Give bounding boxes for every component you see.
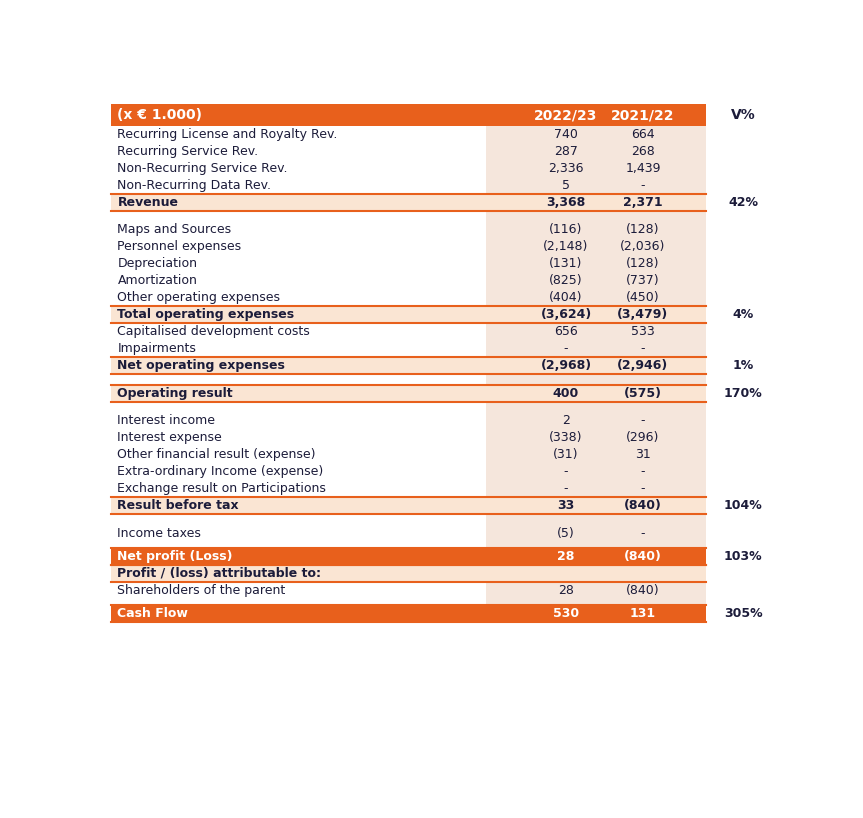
Text: 664: 664 bbox=[631, 128, 655, 141]
Text: 5: 5 bbox=[562, 178, 570, 191]
Text: -: - bbox=[564, 465, 568, 478]
Text: Other financial result (expense): Other financial result (expense) bbox=[117, 448, 316, 461]
Text: 268: 268 bbox=[631, 145, 655, 158]
Text: 103%: 103% bbox=[724, 550, 763, 563]
Text: (5): (5) bbox=[557, 527, 575, 540]
Text: 740: 740 bbox=[554, 128, 578, 141]
Text: Capitalised development costs: Capitalised development costs bbox=[117, 325, 310, 338]
Text: Interest income: Interest income bbox=[117, 414, 216, 427]
Text: (31): (31) bbox=[553, 448, 579, 461]
Text: -: - bbox=[640, 178, 646, 191]
Text: (840): (840) bbox=[627, 584, 659, 596]
Bar bbox=[111, 357, 707, 374]
Text: -: - bbox=[640, 482, 646, 495]
Text: Profit / (loss) attributable to:: Profit / (loss) attributable to: bbox=[117, 567, 321, 580]
Text: 1,439: 1,439 bbox=[625, 162, 661, 175]
Text: (450): (450) bbox=[627, 291, 659, 304]
Text: Cash Flow: Cash Flow bbox=[117, 607, 188, 620]
Text: Net operating expenses: Net operating expenses bbox=[117, 359, 286, 372]
Text: 28: 28 bbox=[557, 550, 575, 563]
Text: Operating result: Operating result bbox=[117, 387, 233, 399]
Text: 104%: 104% bbox=[724, 499, 763, 512]
Text: 4%: 4% bbox=[733, 308, 754, 321]
Text: 31: 31 bbox=[635, 448, 651, 461]
Text: 131: 131 bbox=[630, 607, 656, 620]
Text: -: - bbox=[564, 342, 568, 355]
Text: (296): (296) bbox=[627, 431, 659, 444]
Text: (131): (131) bbox=[550, 257, 583, 270]
Bar bbox=[486, 126, 707, 622]
Text: (338): (338) bbox=[549, 431, 583, 444]
Text: Other operating expenses: Other operating expenses bbox=[117, 291, 280, 304]
Text: (128): (128) bbox=[627, 223, 659, 236]
Text: Non-Recurring Data Rev.: Non-Recurring Data Rev. bbox=[117, 178, 272, 191]
Text: 533: 533 bbox=[631, 325, 655, 338]
Bar bbox=[111, 605, 707, 622]
Text: Impairments: Impairments bbox=[117, 342, 196, 355]
Text: (2,968): (2,968) bbox=[540, 359, 591, 372]
Text: Result before tax: Result before tax bbox=[117, 499, 239, 512]
Bar bbox=[111, 306, 707, 323]
Text: (737): (737) bbox=[627, 274, 659, 287]
Text: 305%: 305% bbox=[724, 607, 763, 620]
Text: (3,479): (3,479) bbox=[617, 308, 669, 321]
Text: Recurring Service Rev.: Recurring Service Rev. bbox=[117, 145, 259, 158]
Text: -: - bbox=[640, 527, 646, 540]
Text: V%: V% bbox=[731, 108, 756, 122]
Text: Personnel expenses: Personnel expenses bbox=[117, 240, 242, 254]
Text: Shareholders of the parent: Shareholders of the parent bbox=[117, 584, 286, 596]
Text: 170%: 170% bbox=[724, 387, 763, 399]
Text: 400: 400 bbox=[553, 387, 579, 399]
Bar bbox=[111, 497, 707, 514]
Text: Recurring License and Royalty Rev.: Recurring License and Royalty Rev. bbox=[117, 128, 337, 141]
Text: (116): (116) bbox=[550, 223, 583, 236]
Text: 2021/22: 2021/22 bbox=[611, 108, 675, 122]
Text: (825): (825) bbox=[549, 274, 583, 287]
Text: 656: 656 bbox=[554, 325, 578, 338]
Text: Extra-ordinary Income (expense): Extra-ordinary Income (expense) bbox=[117, 465, 324, 478]
Bar bbox=[111, 126, 486, 622]
Text: Maps and Sources: Maps and Sources bbox=[117, 223, 231, 236]
Text: 530: 530 bbox=[553, 607, 579, 620]
Text: (2,148): (2,148) bbox=[544, 240, 589, 254]
Text: 1%: 1% bbox=[733, 359, 754, 372]
Text: 2: 2 bbox=[562, 414, 570, 427]
Bar bbox=[111, 564, 707, 582]
Text: (2,036): (2,036) bbox=[620, 240, 665, 254]
Text: Income taxes: Income taxes bbox=[117, 527, 201, 540]
Text: (x € 1.000): (x € 1.000) bbox=[117, 108, 203, 122]
Text: -: - bbox=[564, 482, 568, 495]
Text: (840): (840) bbox=[624, 499, 662, 512]
Text: (128): (128) bbox=[627, 257, 659, 270]
Text: (2,946): (2,946) bbox=[617, 359, 669, 372]
Bar bbox=[111, 548, 707, 564]
Text: (840): (840) bbox=[624, 550, 662, 563]
Text: Depreciation: Depreciation bbox=[117, 257, 198, 270]
Text: (575): (575) bbox=[624, 387, 662, 399]
Text: 2022/23: 2022/23 bbox=[534, 108, 598, 122]
Text: Total operating expenses: Total operating expenses bbox=[117, 308, 294, 321]
Bar bbox=[111, 384, 707, 402]
Text: 287: 287 bbox=[554, 145, 578, 158]
Text: 3,368: 3,368 bbox=[546, 196, 586, 209]
Text: (404): (404) bbox=[549, 291, 583, 304]
Text: 2,336: 2,336 bbox=[548, 162, 583, 175]
Text: 2,371: 2,371 bbox=[623, 196, 663, 209]
Text: -: - bbox=[640, 465, 646, 478]
Text: 42%: 42% bbox=[728, 196, 759, 209]
Text: -: - bbox=[640, 414, 646, 427]
Text: Net profit (Loss): Net profit (Loss) bbox=[117, 550, 233, 563]
Bar bbox=[111, 194, 707, 210]
Text: Amortization: Amortization bbox=[117, 274, 198, 287]
Text: 28: 28 bbox=[558, 584, 574, 596]
Text: (3,624): (3,624) bbox=[540, 308, 592, 321]
Bar bbox=[111, 105, 707, 126]
Text: Interest expense: Interest expense bbox=[117, 431, 222, 444]
Text: Non-Recurring Service Rev.: Non-Recurring Service Rev. bbox=[117, 162, 288, 175]
Text: 33: 33 bbox=[557, 499, 575, 512]
Text: Revenue: Revenue bbox=[117, 196, 179, 209]
Text: Exchange result on Participations: Exchange result on Participations bbox=[117, 482, 326, 495]
Text: -: - bbox=[640, 342, 646, 355]
